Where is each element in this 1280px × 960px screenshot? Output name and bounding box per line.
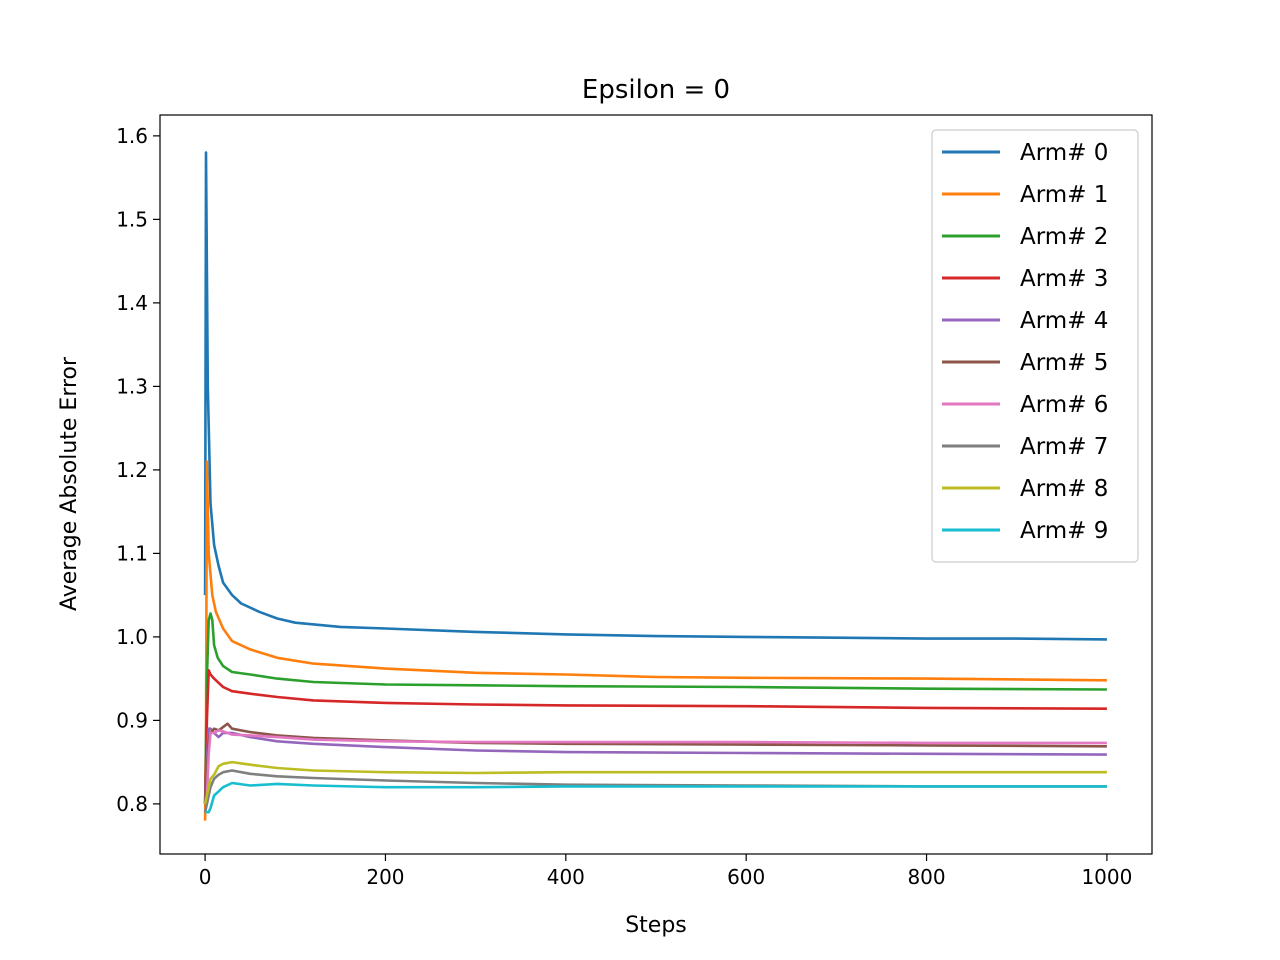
legend-label: Arm# 4: [1020, 308, 1108, 334]
y-tick-label: 1.0: [116, 625, 148, 649]
legend-box: [931, 129, 1139, 563]
legend-label: Arm# 9: [1020, 518, 1108, 544]
series-group: [203, 151, 1107, 821]
y-tick-label: 1.4: [116, 291, 148, 315]
legend-label: Arm# 5: [1020, 350, 1108, 376]
chart-title: Epsilon = 0: [582, 75, 730, 105]
y-axis: 0.8 0.9 1.0 1.1 1.2 1.3 1.4 1.5 1.6: [116, 124, 160, 816]
legend-label: Arm# 1: [1020, 182, 1108, 208]
x-tick-label: 800: [907, 865, 945, 889]
y-tick-label: 1.2: [116, 458, 148, 482]
x-axis: 0 200 400 600 800 1000: [199, 854, 1132, 889]
y-tick-label: 1.6: [116, 124, 148, 148]
series-line-arm-1: [203, 460, 1107, 821]
legend: Arm# 0 Arm# 1 Arm# 2 Arm# 3 Arm# 4 Arm# 5 Arm#…: [931, 129, 1139, 563]
legend-label: Arm# 7: [1020, 434, 1108, 460]
x-axis-label: Steps: [625, 913, 687, 938]
legend-label: Arm# 8: [1020, 476, 1108, 502]
series-line-arm-8: [203, 760, 1107, 805]
series-line-arm-7: [203, 769, 1107, 813]
series-line-arm-3: [203, 668, 1107, 804]
y-tick-label: 1.3: [116, 374, 148, 398]
legend-label: Arm# 3: [1020, 266, 1108, 292]
y-tick-label: 0.9: [116, 708, 148, 732]
legend-label: Arm# 0: [1020, 140, 1108, 166]
plot-frame: [159, 114, 1153, 855]
legend-label: Arm# 6: [1020, 392, 1108, 418]
series-line-arm-0: [203, 151, 1107, 641]
legend-label: Arm# 2: [1020, 224, 1108, 250]
series-line-arm-9: [205, 781, 1107, 814]
y-tick-label: 0.8: [116, 792, 148, 816]
x-tick-label: 0: [199, 865, 212, 889]
series-line-arm-4: [203, 727, 1107, 804]
series-line-arm-2: [203, 612, 1107, 804]
x-tick-label: 400: [547, 865, 585, 889]
x-tick-label: 600: [727, 865, 765, 889]
y-tick-label: 1.5: [116, 207, 148, 231]
y-tick-label: 1.1: [116, 541, 148, 565]
x-tick-label: 1000: [1081, 865, 1132, 889]
series-line-arm-6: [203, 729, 1107, 805]
x-tick-label: 200: [366, 865, 404, 889]
y-axis-label: Average Absolute Error: [57, 356, 82, 611]
